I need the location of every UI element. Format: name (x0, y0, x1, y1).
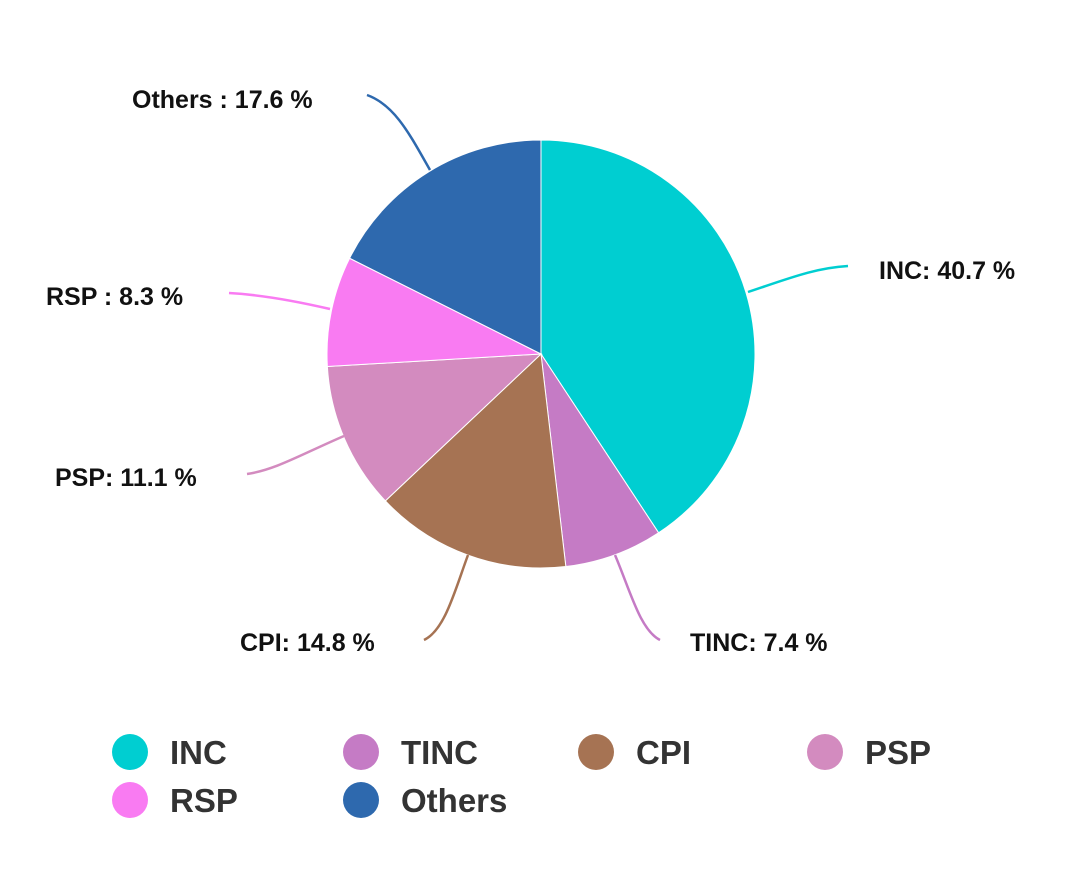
legend-label-inc: INC (170, 733, 227, 771)
label-tinc: TINC: 7.4 % (690, 629, 828, 657)
label-inc: INC: 40.7 % (879, 257, 1016, 285)
leader-line-psp (246, 434, 345, 476)
pie-slice-rsp[interactable] (326, 257, 543, 367)
leader-line-tinc (613, 554, 661, 642)
legend-label-psp: PSP (865, 733, 932, 771)
pie-slices (326, 139, 756, 569)
leader-line-rsp (228, 291, 331, 311)
leader-line-inc (747, 264, 849, 294)
leader-line-others (366, 93, 432, 171)
label-cpi: CPI: 14.8 % (240, 629, 375, 657)
label-psp: PSP: 11.1 % (55, 464, 197, 492)
legend-label-rsp: RSP (170, 781, 238, 819)
pie-slice-tinc[interactable] (540, 353, 660, 568)
label-others: Others : 17.6 % (132, 86, 313, 114)
leader-lines (228, 93, 849, 642)
label-rsp: RSP : 8.3 % (46, 283, 184, 311)
legend-item-inc[interactable]: INC (112, 734, 227, 770)
legend-swatch-psp (807, 734, 843, 770)
legend-item-tinc[interactable]: TINC (343, 734, 478, 770)
pie-slice-psp[interactable] (326, 353, 543, 502)
legend-item-others[interactable]: Others (343, 782, 507, 818)
legend-label-cpi: CPI (636, 733, 692, 771)
legend-item-psp[interactable]: PSP (807, 734, 931, 770)
legend-swatch-tinc (343, 734, 379, 770)
legend-swatch-rsp (112, 782, 148, 818)
legend-label-others: Others (401, 781, 508, 819)
legend-swatch-cpi (578, 734, 614, 770)
leader-line-cpi (423, 554, 470, 642)
legend-item-rsp[interactable]: RSP (112, 782, 238, 818)
pie-slice-others[interactable] (348, 139, 542, 355)
legend-label-tinc: TINC (401, 733, 478, 771)
legend-item-cpi[interactable]: CPI (578, 734, 691, 770)
legend-swatch-inc (112, 734, 148, 770)
legend-swatch-others (343, 782, 379, 818)
